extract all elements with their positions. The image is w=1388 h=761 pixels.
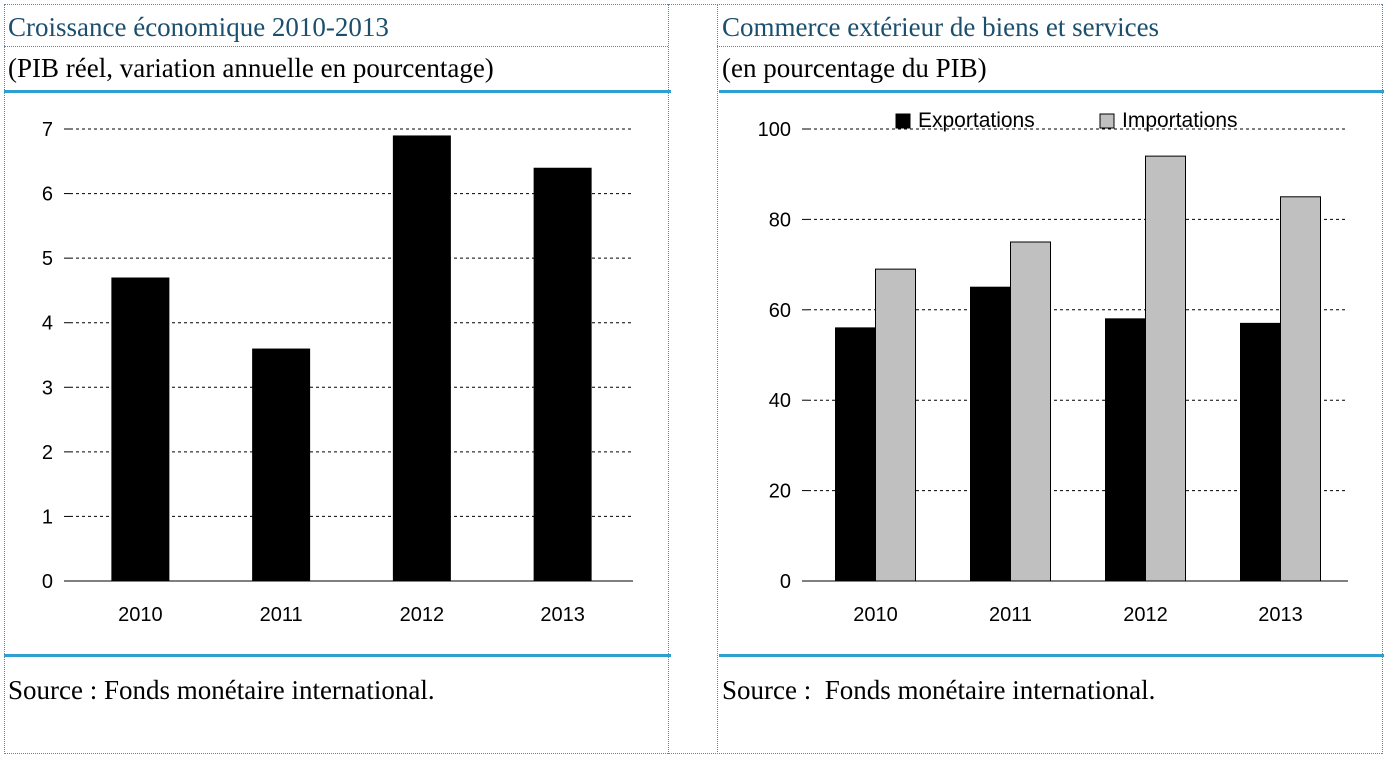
- right-source-note: Source : Fonds monétaire international.: [722, 675, 1156, 705]
- trade-y-tick-label: 60: [769, 300, 791, 322]
- growth-y-tick-label: 3: [42, 377, 53, 399]
- growth-y-tick-label: 4: [42, 313, 53, 335]
- growth-x-tick-label: 2013: [540, 604, 585, 626]
- left-title-separator: [4, 46, 668, 47]
- growth-bar: [392, 135, 451, 581]
- growth-y-tick-label: 6: [42, 184, 53, 206]
- right-title-separator: [717, 46, 1382, 47]
- right-chart-subtitle: (en pourcentage du PIB): [722, 53, 987, 83]
- legend-imports-swatch: [1099, 113, 1115, 129]
- growth-y-tick-label: 2: [42, 442, 53, 464]
- trade-y-tick-label: 20: [769, 481, 791, 503]
- growth-y-tick-label: 0: [42, 571, 53, 593]
- frame-top-border: [4, 4, 1382, 5]
- trade-y-tick-label: 100: [758, 119, 791, 141]
- trade-x-tick-label: 2013: [1258, 604, 1303, 626]
- left-footer-rule: [4, 654, 671, 657]
- left-source-note: Source : Fonds monétaire international.: [8, 675, 435, 705]
- right-footer-rule: [719, 654, 1384, 657]
- trade-exports-bar: [1105, 318, 1146, 582]
- right-header-rule: [719, 90, 1384, 93]
- growth-bar: [252, 348, 311, 581]
- trade-x-tick-label: 2012: [1123, 604, 1168, 626]
- frame-divider-right: [717, 4, 718, 754]
- frame-bottom-border: [4, 753, 1382, 754]
- growth-x-tick-label: 2012: [400, 604, 445, 626]
- trade-exports-bar: [835, 327, 876, 582]
- legend-exports-swatch: [895, 113, 911, 129]
- frame-divider-left: [668, 4, 669, 754]
- legend-imports-label: Importations: [1122, 109, 1238, 132]
- trade-y-tick-label: 0: [780, 571, 791, 593]
- trade-x-tick-label: 2010: [853, 604, 898, 626]
- trade-y-tick-label: 80: [769, 209, 791, 231]
- legend-exports-label: Exportations: [918, 109, 1035, 132]
- trade-exports-bar: [970, 286, 1011, 582]
- growth-x-tick-label: 2011: [260, 604, 303, 626]
- left-chart-title: Croissance économique 2010-2013: [8, 12, 389, 42]
- growth-y-tick-label: 7: [42, 119, 53, 141]
- growth-y-tick-label: 5: [42, 248, 53, 270]
- left-chart-subtitle: (PIB réel, variation annuelle en pourcen…: [8, 53, 494, 83]
- trade-imports-bar: [1010, 241, 1051, 582]
- trade-imports-bar: [1280, 196, 1321, 582]
- trade-y-tick-label: 40: [769, 390, 791, 412]
- frame-left-border: [4, 4, 5, 754]
- trade-x-tick-label: 2011: [989, 604, 1032, 626]
- growth-bar: [533, 167, 592, 581]
- growth-y-tick-label: 1: [42, 506, 53, 528]
- growth-x-tick-label: 2010: [118, 604, 163, 626]
- growth-bar: [111, 277, 170, 581]
- trade-imports-bar: [1145, 155, 1186, 582]
- trade-imports-bar: [875, 268, 916, 582]
- frame-right-border: [1382, 4, 1383, 754]
- right-chart-title: Commerce extérieur de biens et services: [722, 12, 1160, 42]
- left-header-rule: [4, 90, 671, 93]
- trade-exports-bar: [1240, 322, 1281, 582]
